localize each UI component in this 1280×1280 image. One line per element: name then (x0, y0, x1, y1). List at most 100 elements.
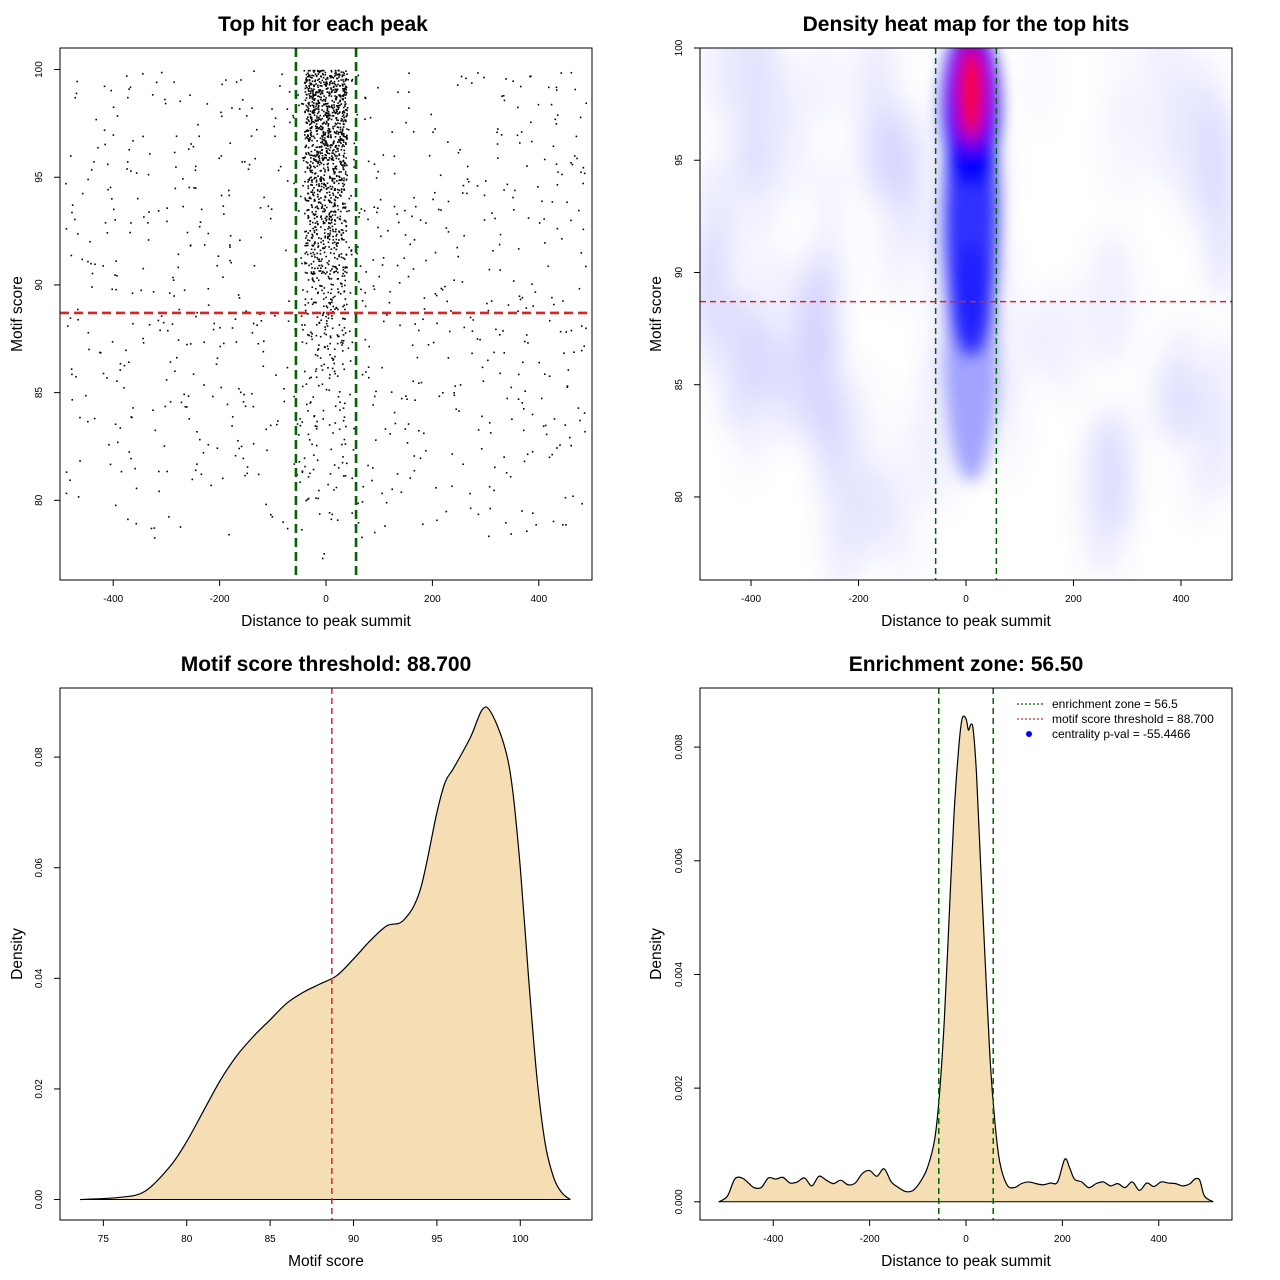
scatter-point (303, 69, 306, 72)
scatter-point (318, 258, 321, 261)
scatter-point (226, 403, 229, 406)
scatter-point (503, 456, 505, 458)
scatter-point (313, 154, 316, 157)
scatter-point (283, 388, 285, 390)
scatter-point (560, 72, 563, 74)
scatter-point (302, 289, 304, 291)
scatter-point (235, 341, 238, 343)
scatter-point (142, 337, 144, 340)
scatter-point (397, 91, 399, 94)
scatter-point (312, 111, 315, 114)
scatter-point (301, 528, 303, 531)
scatter-point (308, 113, 311, 115)
distance-density-title: Enrichment zone: 56.50 (849, 653, 1084, 676)
scatter-point (514, 189, 516, 192)
scatter-point (318, 111, 320, 113)
scatter-point (305, 383, 308, 385)
scatter-point (331, 106, 333, 109)
scatter-point (304, 304, 307, 306)
scatter-point (318, 260, 320, 263)
scatter-point (308, 120, 310, 123)
scatter-point (456, 84, 459, 86)
scatter-point (344, 332, 347, 334)
scatter-point (334, 136, 337, 138)
scatter-point (316, 220, 318, 223)
scatter-point (387, 229, 389, 232)
scatter-point (394, 422, 397, 425)
scatter-point (342, 106, 345, 109)
scatter-point (336, 216, 339, 219)
scatter-point (142, 267, 145, 270)
scatter-point (343, 162, 346, 165)
scatter-point (313, 84, 315, 87)
scatter-point (340, 256, 343, 259)
scatter-point (547, 265, 550, 268)
scatter-point (299, 195, 302, 198)
scatter-point (180, 401, 183, 404)
scatter-point (440, 287, 443, 290)
scatter-point (377, 170, 379, 173)
scatter-point (330, 80, 333, 82)
scatter-point (489, 432, 492, 434)
scatter-point (458, 410, 460, 412)
scatter-point (343, 304, 346, 307)
scatter-point (106, 232, 109, 234)
scatter-point (332, 126, 334, 128)
scatter-point (385, 501, 388, 504)
scatter-point (341, 339, 343, 342)
scatter-point (306, 137, 309, 140)
scatter-point (337, 122, 339, 125)
scatter-point (71, 211, 73, 214)
scatter-point (314, 166, 316, 169)
scatter-point (488, 422, 491, 424)
scatter-point (340, 233, 343, 236)
scatter-point (309, 137, 311, 139)
distance-y-tick-label: 0.002 (674, 1075, 685, 1100)
scatter-point (345, 86, 348, 89)
scatter-point (313, 99, 316, 101)
scatter-point (338, 230, 340, 233)
scatter-point (251, 392, 253, 395)
scatter-point (311, 80, 314, 83)
scatter-point (309, 129, 312, 132)
heat-cell (1098, 400, 1134, 534)
scatter-point (305, 109, 308, 111)
scatter-point (311, 191, 313, 193)
scatter-point (196, 311, 199, 314)
scatter-point (373, 531, 376, 534)
scatter-point (317, 152, 320, 155)
scatter-point (343, 133, 345, 135)
scatter-point (492, 249, 494, 252)
scatter-point (213, 322, 216, 325)
scatter-point (567, 369, 570, 371)
scatter-point (131, 292, 134, 295)
scatter-point (312, 272, 315, 275)
scatter-point (333, 370, 336, 373)
scatter-point (341, 222, 343, 225)
scatter-point (342, 266, 345, 269)
scatter-point (321, 204, 324, 206)
scatter-point (310, 252, 312, 255)
scatter-point (530, 121, 532, 124)
scatter-point (321, 206, 324, 208)
scatter-point (323, 287, 326, 289)
scatter-point (164, 405, 167, 408)
scatter-point (74, 96, 77, 99)
scatter-point (335, 267, 337, 269)
scatter-point (341, 115, 344, 118)
scatter-point (317, 86, 319, 89)
scatter-point (318, 513, 321, 515)
scatter-point (309, 165, 312, 168)
scatter-point (343, 116, 345, 119)
scatter-point (333, 265, 336, 268)
scatter-point (187, 148, 190, 150)
scatter-point (561, 237, 563, 240)
scatter-point (312, 468, 315, 471)
scatter-point (230, 261, 233, 264)
scatter-point (325, 121, 328, 124)
heatmap-background-density (700, 48, 1232, 580)
heatmap-plot-frame (699, 47, 1233, 581)
scatter-point (325, 112, 328, 114)
scatter-point (323, 144, 326, 147)
scatter-point (194, 165, 197, 168)
